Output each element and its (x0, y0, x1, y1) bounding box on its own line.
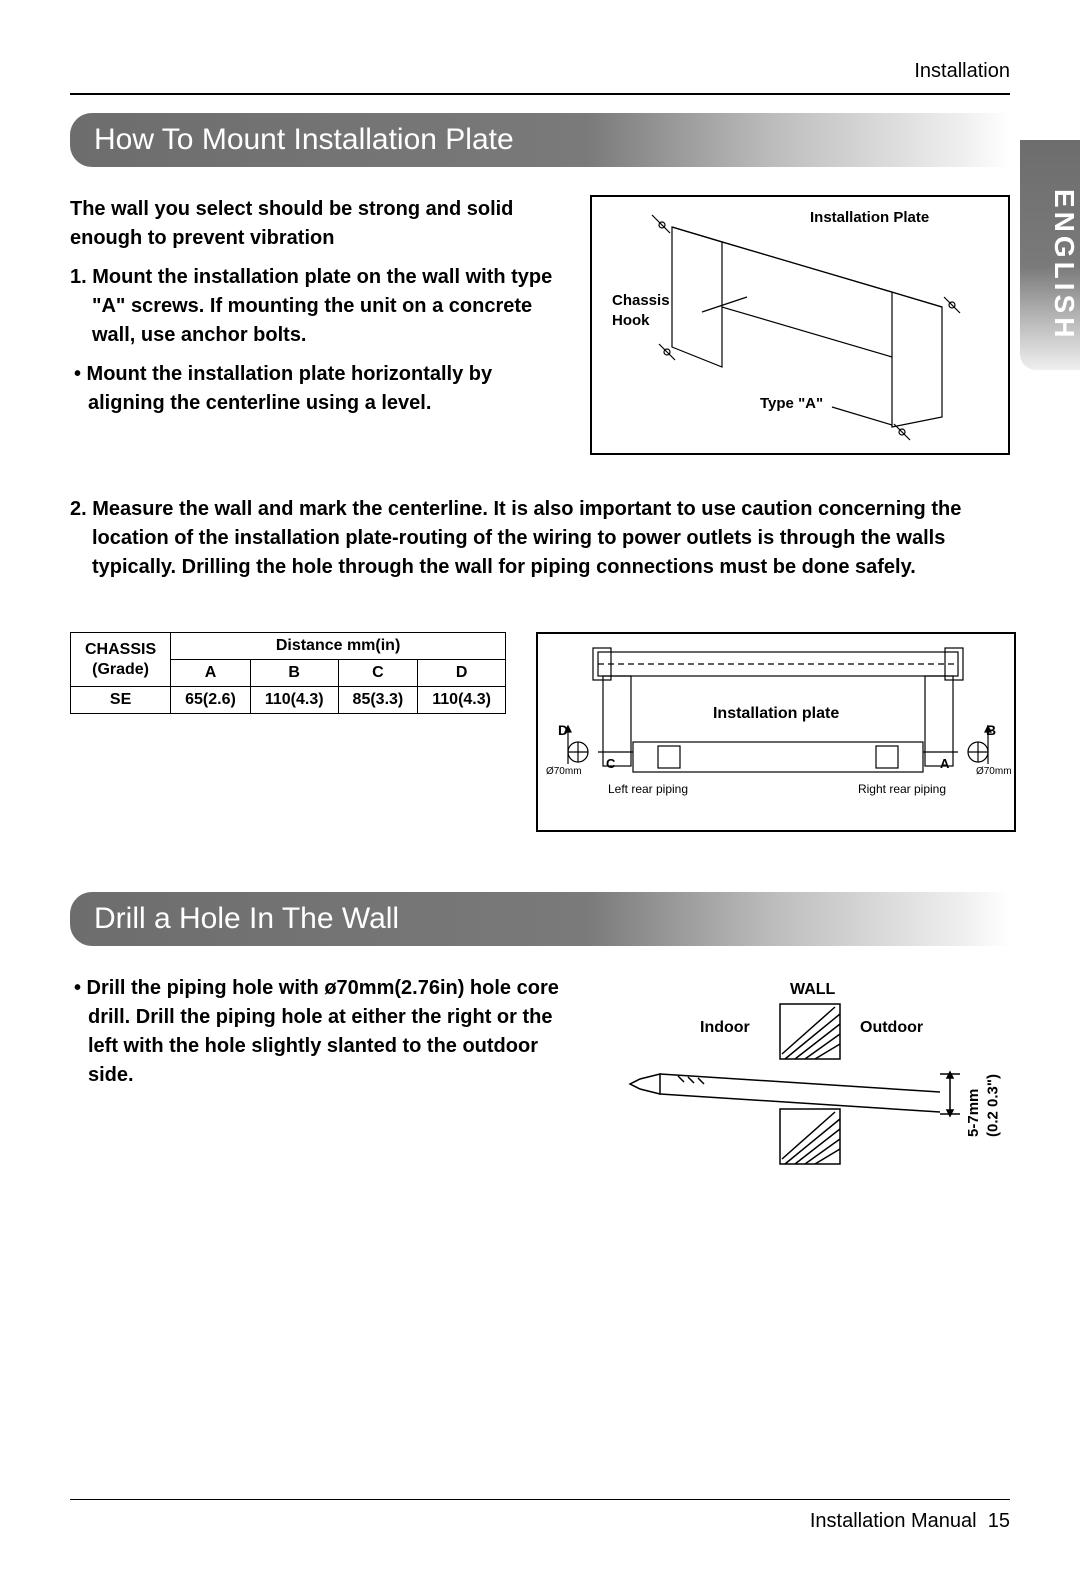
td-a: 65(2.6) (171, 687, 251, 714)
fig2-a: A (940, 756, 949, 772)
row-intro: The wall you select should be strong and… (70, 195, 1010, 455)
footer-manual: Installation Manual (810, 1510, 977, 1532)
th-d: D (418, 660, 506, 687)
section-header-mount: How To Mount Installation Plate (70, 113, 1010, 167)
td-c: 85(3.3) (338, 687, 418, 714)
fig3-dim2: (0.2 0.3") (985, 1074, 1002, 1137)
fig2-dia-r: Ø70mm (976, 766, 1012, 778)
fig2-right-pipe: Right rear piping (858, 782, 946, 796)
fig3-outdoor: Outdoor (860, 1018, 923, 1037)
th-a: A (171, 660, 251, 687)
row-table-fig: CHASSIS(Grade) Distance mm(in) A B C D S… (70, 632, 1010, 832)
drill-bullet: • Drill the piping hole with ø70mm(2.76i… (70, 974, 580, 1090)
td-d: 110(4.3) (418, 687, 506, 714)
top-rule (70, 93, 1010, 95)
figure-plate-iso: Installation Plate Chassis Hook Type "A" (590, 195, 1010, 455)
fig1-type-label: Type "A" (760, 395, 823, 413)
intro-paragraph: The wall you select should be strong and… (70, 195, 570, 253)
step1-bullet: • Mount the installation plate horizonta… (70, 360, 570, 418)
footer-text: Installation Manual 15 (70, 1510, 1010, 1533)
td-b: 110(4.3) (250, 687, 338, 714)
row-drill: • Drill the piping hole with ø70mm(2.76i… (70, 974, 1010, 1224)
fig1-chassis-label: Chassis (612, 292, 670, 310)
th-grade: (Grade) (92, 661, 149, 678)
wall-svg (610, 974, 1010, 1224)
fig2-left-pipe: Left rear piping (608, 782, 688, 796)
th-b: B (250, 660, 338, 687)
th-chassis: CHASSIS (85, 641, 156, 658)
intro-text-block: The wall you select should be strong and… (70, 195, 570, 455)
footer-page: 15 (988, 1510, 1010, 1532)
th-distance: Distance mm(in) (171, 633, 506, 660)
fig2-plate-label: Installation plate (713, 704, 839, 723)
language-tab: ENGLISH (1020, 140, 1080, 370)
footer: Installation Manual 15 (70, 1499, 1010, 1533)
step1: 1. Mount the installation plate on the w… (70, 263, 570, 350)
fig3-indoor: Indoor (700, 1018, 750, 1037)
fig2-b: B (986, 722, 996, 739)
drill-text-block: • Drill the piping hole with ø70mm(2.76i… (70, 974, 580, 1224)
fig3-wall: WALL (790, 980, 835, 999)
fig1-hook-label: Hook (612, 312, 650, 330)
fig2-c: C (606, 756, 615, 772)
header-section-label: Installation (70, 60, 1010, 83)
fig2-dia-l: Ø70mm (546, 766, 582, 778)
td-se: SE (71, 687, 171, 714)
figure-wall-hole: WALL Indoor Outdoor 5-7mm(0.2 0.3") (610, 974, 1010, 1224)
bottom-rule (70, 1499, 1010, 1500)
fig3-dim1: 5-7mm (965, 1089, 982, 1137)
distance-table: CHASSIS(Grade) Distance mm(in) A B C D S… (70, 632, 506, 714)
plate-iso-svg (592, 197, 1012, 457)
section-header-drill: Drill a Hole In The Wall (70, 892, 1010, 946)
fig1-plate-label: Installation Plate (810, 209, 929, 227)
table-row: CHASSIS(Grade) Distance mm(in) (71, 633, 506, 660)
th-c: C (338, 660, 418, 687)
plate-front-svg (538, 634, 1018, 834)
step2: 2. Measure the wall and mark the centerl… (70, 495, 1010, 582)
fig2-d: D (558, 722, 568, 739)
fig3-dim-vert: 5-7mm(0.2 0.3") (964, 1074, 1003, 1137)
figure-plate-front: Installation plate D B C A Ø70mm Ø70mm L… (536, 632, 1016, 832)
table-row: SE 65(2.6) 110(4.3) 85(3.3) 110(4.3) (71, 687, 506, 714)
